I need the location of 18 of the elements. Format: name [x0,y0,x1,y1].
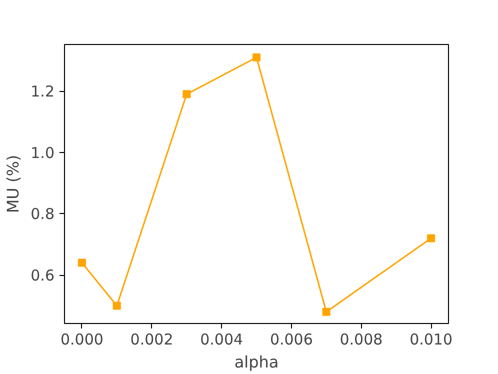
y-tick-label: 1.2 [30,82,55,101]
y-tick-label: 0.6 [30,266,55,285]
x-tick-label: 0.008 [340,330,383,348]
x-tick-label: 0.002 [130,330,174,348]
point [112,302,121,310]
x-tick-label: 0.004 [200,330,244,348]
point [427,234,436,242]
point [78,258,86,267]
point [252,53,260,62]
x-axis-title: alpha [234,352,279,372]
x-tick-label: 0.000 [60,330,104,348]
x-tick-label: 0.010 [410,330,453,348]
x-tick-label: 0.006 [270,330,313,348]
point [322,308,330,316]
y-tick-label: 1.0 [30,144,55,162]
y-tick-label: 0.8 [30,205,55,224]
y-axis-title: MU (%) [4,154,23,214]
point [182,90,191,98]
